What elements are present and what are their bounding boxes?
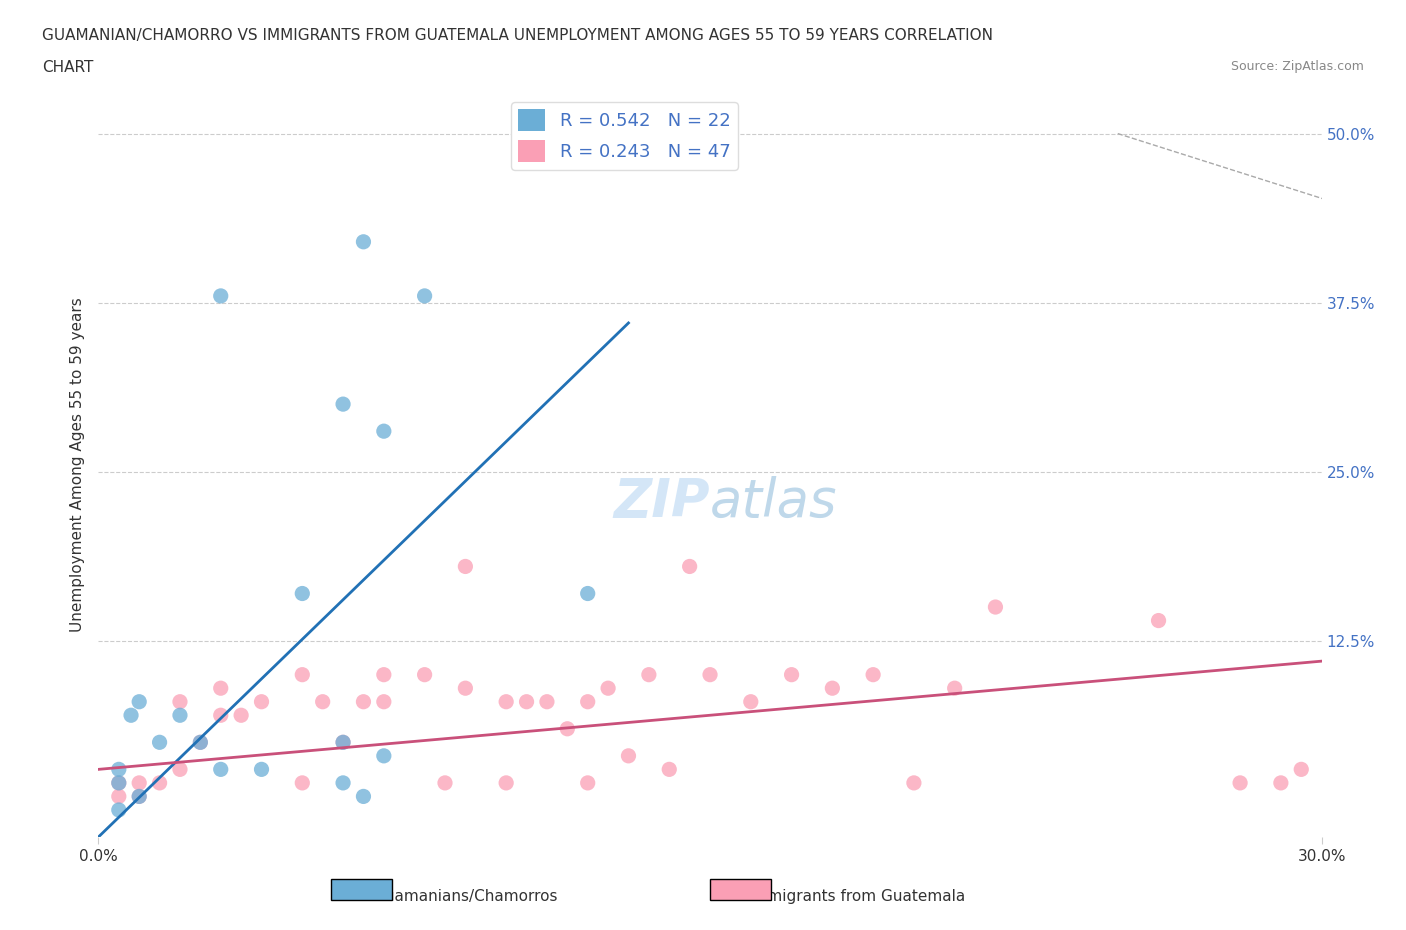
Point bbox=[516, 695, 538, 710]
Point bbox=[413, 288, 436, 303]
Point bbox=[188, 735, 212, 750]
Point bbox=[454, 559, 477, 574]
Point bbox=[108, 762, 131, 777]
Legend: R = 0.542   N = 22, R = 0.243   N = 47: R = 0.542 N = 22, R = 0.243 N = 47 bbox=[510, 102, 738, 169]
Point bbox=[536, 695, 558, 710]
Point bbox=[169, 708, 191, 723]
Point bbox=[332, 397, 354, 412]
Text: CHART: CHART bbox=[42, 60, 94, 75]
Point bbox=[903, 776, 925, 790]
Point bbox=[149, 735, 172, 750]
Point bbox=[679, 559, 702, 574]
Point bbox=[291, 586, 314, 601]
FancyBboxPatch shape bbox=[330, 880, 392, 900]
Point bbox=[332, 735, 354, 750]
Point bbox=[557, 722, 579, 737]
Point bbox=[495, 776, 517, 790]
Text: Guamanians/Chamorros: Guamanians/Chamorros bbox=[373, 889, 558, 904]
Point bbox=[209, 288, 232, 303]
Point bbox=[108, 776, 131, 790]
Point bbox=[108, 789, 131, 804]
Point bbox=[169, 695, 191, 710]
Text: Immigrants from Guatemala: Immigrants from Guatemala bbox=[748, 889, 966, 904]
Point bbox=[943, 681, 966, 696]
Text: Source: ZipAtlas.com: Source: ZipAtlas.com bbox=[1230, 60, 1364, 73]
Point bbox=[332, 776, 354, 790]
Point bbox=[149, 776, 172, 790]
Text: atlas: atlas bbox=[710, 476, 838, 528]
Y-axis label: Unemployment Among Ages 55 to 59 years: Unemployment Among Ages 55 to 59 years bbox=[69, 298, 84, 632]
Point bbox=[454, 681, 477, 696]
Point bbox=[1270, 776, 1292, 790]
Point bbox=[352, 234, 374, 249]
Point bbox=[780, 667, 803, 682]
Point bbox=[128, 695, 150, 710]
Point bbox=[1291, 762, 1313, 777]
Text: ZIP: ZIP bbox=[613, 476, 710, 528]
Point bbox=[434, 776, 457, 790]
Point bbox=[169, 762, 191, 777]
Point bbox=[373, 424, 395, 439]
Point bbox=[209, 708, 232, 723]
Point bbox=[821, 681, 844, 696]
Point bbox=[1229, 776, 1251, 790]
Point bbox=[598, 681, 620, 696]
Text: GUAMANIAN/CHAMORRO VS IMMIGRANTS FROM GUATEMALA UNEMPLOYMENT AMONG AGES 55 TO 59: GUAMANIAN/CHAMORRO VS IMMIGRANTS FROM GU… bbox=[42, 28, 993, 43]
Point bbox=[120, 708, 142, 723]
Point bbox=[373, 749, 395, 764]
Point bbox=[413, 667, 436, 682]
Point bbox=[128, 789, 150, 804]
Point bbox=[209, 681, 232, 696]
Point bbox=[862, 667, 884, 682]
Point bbox=[291, 776, 314, 790]
Point bbox=[373, 667, 395, 682]
Point bbox=[188, 735, 212, 750]
Point bbox=[250, 695, 273, 710]
Point bbox=[638, 667, 661, 682]
Point bbox=[291, 667, 314, 682]
Point bbox=[740, 695, 762, 710]
Point bbox=[209, 762, 232, 777]
Point bbox=[617, 749, 640, 764]
Point bbox=[352, 695, 374, 710]
Point bbox=[373, 695, 395, 710]
Point bbox=[352, 789, 374, 804]
Point bbox=[699, 667, 721, 682]
Point bbox=[1147, 613, 1170, 628]
Point bbox=[312, 695, 335, 710]
Point bbox=[108, 776, 131, 790]
Point bbox=[332, 735, 354, 750]
Point bbox=[250, 762, 273, 777]
Point bbox=[658, 762, 681, 777]
Point bbox=[231, 708, 253, 723]
Point bbox=[576, 586, 599, 601]
Point bbox=[984, 600, 1007, 615]
Point bbox=[108, 803, 131, 817]
Point bbox=[128, 776, 150, 790]
FancyBboxPatch shape bbox=[710, 880, 772, 900]
Point bbox=[128, 789, 150, 804]
Point bbox=[495, 695, 517, 710]
Point bbox=[576, 776, 599, 790]
Point bbox=[576, 695, 599, 710]
